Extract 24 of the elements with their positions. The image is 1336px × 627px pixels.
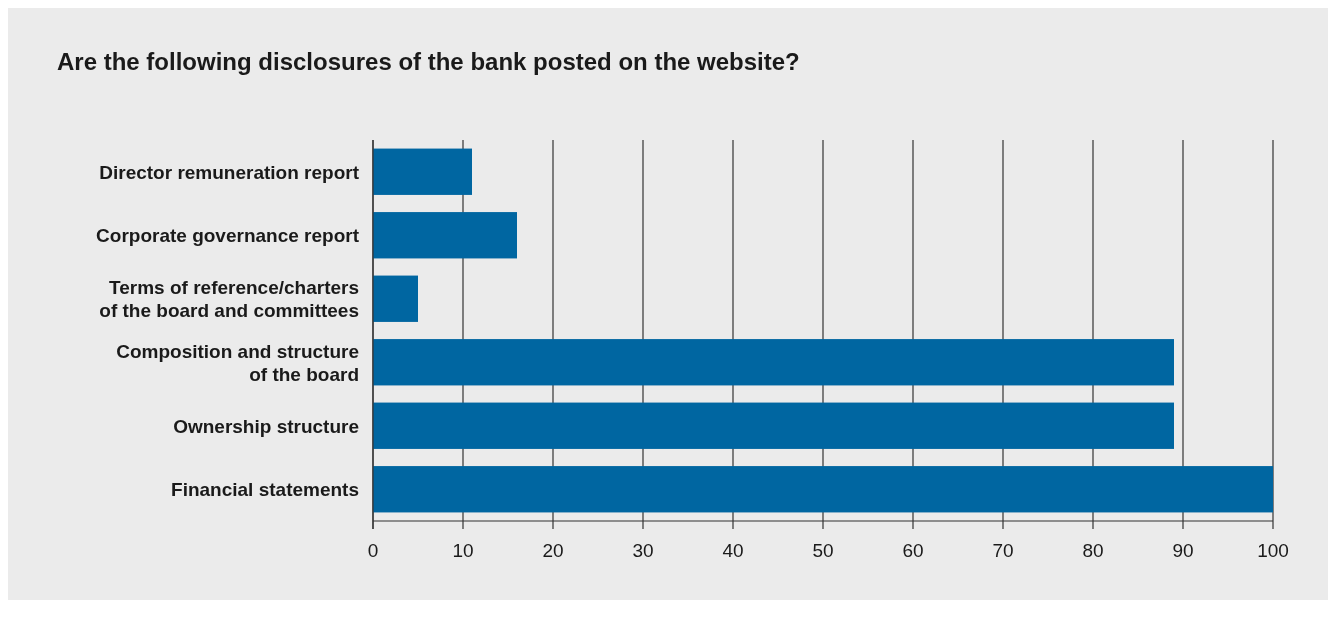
x-tick-label: 60	[902, 540, 924, 561]
x-tick-label: 30	[632, 540, 654, 561]
y-tick-label: Director remuneration report	[99, 161, 360, 183]
bar	[373, 275, 418, 322]
y-tick-label: Composition and structure of the board	[116, 340, 359, 385]
x-tick-label: 70	[992, 540, 1014, 561]
x-tick-label: 20	[542, 540, 564, 561]
y-tick-label: Ownership structure	[173, 415, 359, 437]
x-tick-label: 80	[1082, 540, 1104, 561]
x-tick-label: 0	[367, 540, 379, 561]
chart-title: Are the following disclosures of the bank posted on the website?	[57, 48, 800, 75]
bar	[373, 402, 1174, 449]
y-tick-label: Corporate governance report	[96, 225, 360, 247]
x-tick-label: 50	[812, 540, 834, 561]
x-tick-label: 10	[452, 540, 474, 561]
bar	[373, 148, 472, 195]
bar	[373, 212, 517, 259]
bar	[373, 339, 1174, 386]
y-tick-label: Terms of reference/charters of the board and committees	[99, 277, 359, 322]
y-tick-label: Financial statements	[171, 479, 359, 501]
x-tick-label: 90	[1172, 540, 1194, 561]
x-tick-label: 100	[1257, 540, 1289, 561]
x-tick-label: 40	[722, 540, 744, 561]
bar	[373, 466, 1273, 513]
